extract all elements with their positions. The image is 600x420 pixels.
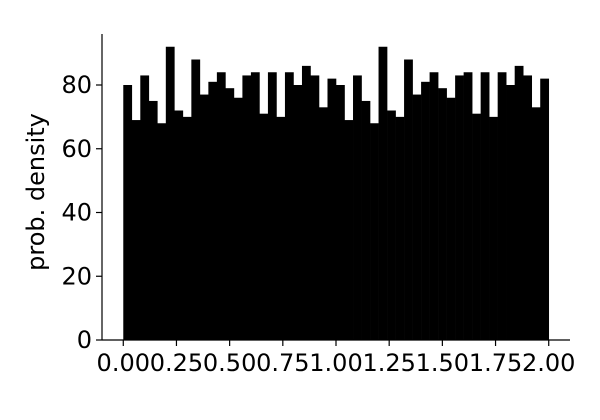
- histogram-bar: [429, 72, 439, 340]
- x-tick-label: 1.25: [362, 349, 415, 377]
- histogram-bar: [199, 94, 209, 340]
- histogram-bar: [123, 85, 133, 340]
- histogram-bar: [395, 116, 405, 340]
- histogram-bar: [480, 72, 490, 340]
- histogram-bar: [157, 123, 167, 340]
- y-tick-label: 60: [61, 135, 92, 163]
- x-tick-label: 0.75: [256, 349, 309, 377]
- histogram-bar: [387, 110, 396, 340]
- x-tick-label: 1.75: [469, 349, 522, 377]
- histogram-bar: [310, 75, 320, 340]
- histogram-bar: [148, 100, 158, 340]
- histogram-bar: [404, 59, 413, 340]
- histogram-bar: [523, 75, 533, 340]
- histogram-bar: [506, 85, 515, 340]
- histogram-bar: [250, 72, 260, 340]
- histogram-bar: [336, 85, 345, 340]
- histogram-bar: [361, 100, 371, 340]
- histogram-bar: [174, 110, 184, 340]
- histogram-bar: [165, 46, 175, 340]
- histogram-bars: [123, 46, 550, 340]
- x-tick-label: 2.00: [522, 349, 575, 377]
- histogram-bar: [259, 113, 269, 340]
- histogram-bar: [472, 113, 481, 340]
- histogram-bar: [446, 97, 456, 340]
- histogram-bar: [140, 75, 150, 340]
- histogram-bar: [225, 88, 235, 340]
- histogram-bar: [353, 75, 362, 340]
- histogram-bar: [293, 85, 303, 340]
- histogram-bar: [344, 120, 354, 340]
- histogram-bar: [531, 107, 541, 340]
- x-tick-label: 1.00: [309, 349, 362, 377]
- x-tick-label: 0.00: [97, 349, 150, 377]
- histogram-bar: [284, 72, 294, 340]
- histogram-bar: [318, 107, 328, 340]
- y-tick-label: 20: [61, 262, 92, 290]
- y-tick-label: 40: [61, 199, 92, 227]
- histogram-bar: [463, 72, 473, 340]
- histogram-bar: [191, 59, 201, 340]
- histogram-bar: [514, 65, 524, 340]
- histogram-bar: [412, 94, 422, 340]
- histogram-bar: [378, 46, 388, 340]
- histogram-bar: [455, 75, 464, 340]
- y-tick-label: 0: [77, 326, 92, 354]
- histogram-bar: [131, 120, 141, 340]
- histogram-bar: [216, 72, 226, 340]
- histogram-bar: [242, 75, 252, 340]
- x-tick-label: 0.25: [150, 349, 203, 377]
- x-tick-label: 0.50: [203, 349, 256, 377]
- histogram-bar: [421, 81, 430, 340]
- histogram-bar: [370, 123, 379, 340]
- histogram-bar: [301, 65, 311, 340]
- histogram-bar: [182, 116, 192, 340]
- histogram-bar: [267, 72, 277, 340]
- histogram-bar: [489, 116, 498, 340]
- histogram-bar: [208, 81, 218, 340]
- histogram-bar: [327, 78, 337, 340]
- y-axis-ticks: 0 20 40 60 80: [61, 71, 102, 354]
- y-axis-title: prob. density: [22, 113, 50, 271]
- histogram-bar: [233, 97, 243, 340]
- histogram-bar: [497, 72, 507, 340]
- y-tick-label: 80: [61, 71, 92, 99]
- x-tick-label: 1.50: [416, 349, 469, 377]
- x-axis-ticks: 0.00 0.25 0.50 0.75 1.00 1.25 1.50 1.75 2.00: [97, 340, 575, 377]
- histogram-bar: [276, 116, 286, 340]
- histogram-bar: [540, 78, 550, 340]
- histogram-bar: [438, 88, 447, 340]
